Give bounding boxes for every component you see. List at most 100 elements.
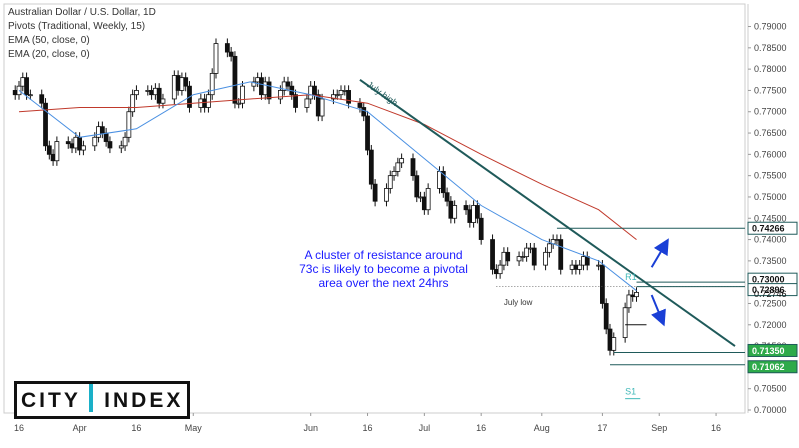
candle-body <box>622 307 628 338</box>
candle-body <box>54 141 60 162</box>
pivot-label: S1 <box>625 387 636 397</box>
price-tick-label: 0.77000 <box>754 107 787 117</box>
candle-body <box>331 94 336 100</box>
price-tick-label: 0.78500 <box>754 43 787 53</box>
candle-body <box>516 256 522 262</box>
time-tick-label: 16 <box>14 423 24 433</box>
price-box <box>747 283 798 297</box>
candle-body <box>24 77 29 96</box>
candle-body <box>414 175 420 198</box>
candle-body <box>543 251 548 266</box>
logo-divider <box>89 384 94 412</box>
price-box-label: 0.72896 <box>752 285 785 295</box>
candle-body <box>603 303 609 330</box>
candle-body <box>490 239 495 270</box>
price-box-label: 0.74266 <box>752 224 785 234</box>
price-box-label: 0.71062 <box>752 362 785 372</box>
candle-body <box>410 158 416 177</box>
candle-body <box>126 111 132 138</box>
candle-body <box>224 43 230 53</box>
legend-pivots: Pivots (Traditional, Weekly, 15) <box>8 21 146 32</box>
logo-word-city: CITY <box>21 389 81 412</box>
price-tick-label: 0.72000 <box>754 320 787 330</box>
annotation-text: A cluster of resistance around 73c is li… <box>299 248 468 290</box>
candle-body <box>463 205 469 211</box>
candle-body <box>39 94 45 104</box>
candle-body <box>365 115 370 151</box>
candle-body <box>27 94 33 97</box>
candle-body <box>134 90 139 96</box>
candle-body <box>391 170 397 177</box>
price-tick-label: 0.70000 <box>754 405 787 415</box>
candle-body <box>160 98 166 104</box>
time-axis: 16 Apr 16 May Jun 16 Jul 16 Aug 17 Sep 16 <box>14 413 721 433</box>
price-tick-label: 0.79000 <box>754 22 787 32</box>
candle-body <box>520 256 526 259</box>
price-tick-label: 0.78000 <box>754 64 787 74</box>
candle-body <box>425 188 431 211</box>
candle-body <box>319 98 325 117</box>
candle-body <box>43 102 48 147</box>
candle-body <box>92 136 98 147</box>
price-tick-label: 0.75500 <box>754 171 787 181</box>
price-tick-label: 0.70500 <box>754 384 787 394</box>
candle-body <box>122 136 128 147</box>
current-price-label: 0.72746 <box>754 289 787 299</box>
candle-body <box>368 149 374 185</box>
candle-body <box>361 107 367 117</box>
candle-body <box>304 98 310 108</box>
price-tick-label: 0.73500 <box>754 256 787 266</box>
candle-body <box>107 141 113 149</box>
candle-body <box>285 81 291 87</box>
candle-body <box>251 81 257 87</box>
time-tick-label: Aug <box>534 423 550 433</box>
price-box-label: 0.73000 <box>752 275 785 285</box>
candle-body <box>81 145 86 151</box>
price-box-label: 0.71350 <box>752 346 785 356</box>
candle-body <box>531 247 537 266</box>
price-tick-label: 0.72500 <box>754 298 787 308</box>
price-tick-label: 0.74000 <box>754 235 787 245</box>
time-tick-label: 17 <box>597 423 607 433</box>
logo-word-index: INDEX <box>104 389 184 412</box>
candle-body <box>293 94 298 108</box>
candle-body <box>577 264 583 270</box>
direction-arrow <box>650 294 666 327</box>
price-tick-label: 0.76000 <box>754 149 787 159</box>
candle-body <box>395 162 401 172</box>
price-box <box>747 221 798 235</box>
candle-body <box>399 158 405 164</box>
candle-body <box>236 102 242 105</box>
legend-symbol: Australian Dollar / U.S. Dollar, 1D <box>8 7 156 18</box>
candle-body <box>600 264 605 304</box>
pivot-label: R1 <box>625 272 637 282</box>
price-tick-label: 0.77500 <box>754 85 787 95</box>
price-tick-label: 0.74500 <box>754 213 787 223</box>
candle-body <box>338 90 344 96</box>
candle-body <box>334 94 340 97</box>
candle-body <box>266 81 272 100</box>
time-tick-label: 16 <box>363 423 373 433</box>
candle-body <box>474 205 480 219</box>
time-tick-label: Jul <box>419 423 431 433</box>
candle-body <box>558 239 564 270</box>
candle-body <box>546 243 552 253</box>
direction-arrow <box>650 238 669 268</box>
candle-body <box>130 94 136 113</box>
time-tick-label: Jun <box>303 423 318 433</box>
candle-body <box>452 205 458 219</box>
candle-body <box>156 87 162 104</box>
candle-body <box>99 126 105 134</box>
candle-body <box>103 132 109 142</box>
candle-body <box>626 294 632 309</box>
plot-frame <box>3 3 746 414</box>
candle-body <box>444 192 450 202</box>
candle-body <box>277 90 283 100</box>
time-tick-label: Sep <box>651 423 667 433</box>
candle-body <box>346 90 351 104</box>
candle-body <box>206 94 211 108</box>
candle-body <box>213 43 219 74</box>
